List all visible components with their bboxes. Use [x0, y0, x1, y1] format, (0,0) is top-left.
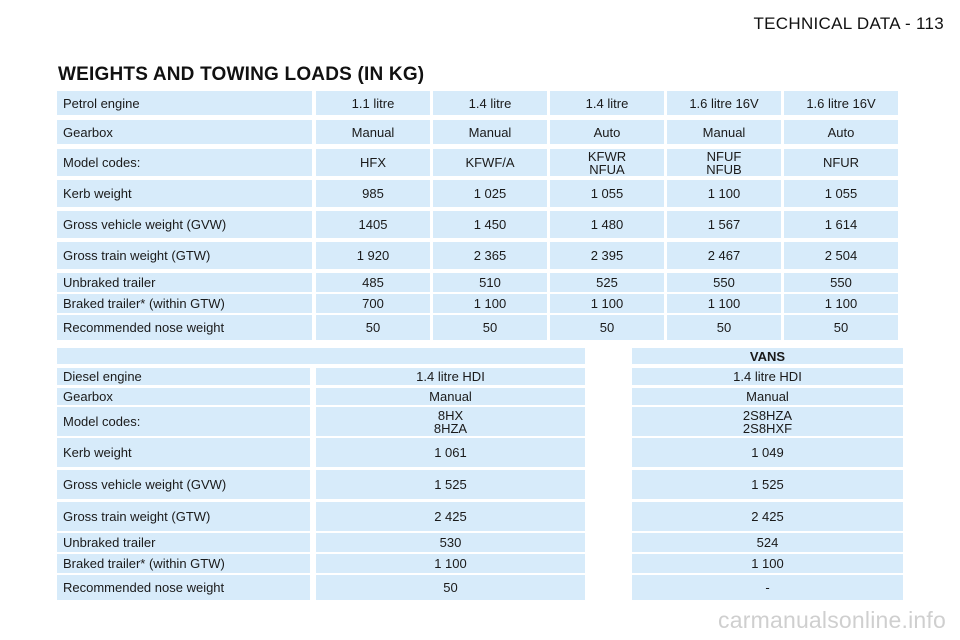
petrol-cell: 1.4 litre — [550, 91, 664, 115]
petrol-cell: 2 504 — [784, 242, 898, 269]
diesel-row-label: Gross vehicle weight (GVW) — [57, 470, 310, 499]
petrol-cell: 1 025 — [433, 180, 547, 207]
petrol-cell: 1 450 — [433, 211, 547, 238]
vans-header: VANS — [632, 348, 903, 364]
petrol-cell: NFUR — [784, 149, 898, 176]
diesel-cell: Manual — [316, 388, 585, 405]
petrol-cell: 2 467 — [667, 242, 781, 269]
petrol-cell: 1.6 litre 16V — [667, 91, 781, 115]
diesel-cell: 50 — [316, 575, 585, 600]
petrol-cell: 1 055 — [784, 180, 898, 207]
diesel-cell: 1 049 — [632, 438, 903, 467]
petrol-cell: Manual — [433, 120, 547, 144]
petrol-cell: 50 — [433, 315, 547, 340]
petrol-row-label: Model codes: — [57, 149, 312, 176]
petrol-cell: 1405 — [316, 211, 430, 238]
diesel-cell-line-1: 8HX — [437, 407, 464, 423]
diesel-cell: Manual — [632, 388, 903, 405]
diesel-row-label: Kerb weight — [57, 438, 310, 467]
petrol-cell-line-2: NFUA — [589, 161, 625, 177]
diesel-cell: 2S8HZA 2S8HXF — [632, 407, 903, 436]
petrol-cell: 1 920 — [316, 242, 430, 269]
petrol-cell: Auto — [550, 120, 664, 144]
petrol-cell: 1 100 — [433, 294, 547, 313]
diesel-row-label: Model codes: — [57, 407, 310, 436]
diesel-cell: 1 061 — [316, 438, 585, 467]
petrol-cell: 485 — [316, 273, 430, 292]
petrol-cell: KFWR NFUA — [550, 149, 664, 176]
petrol-cell: 1.6 litre 16V — [784, 91, 898, 115]
diesel-cell: 2 425 — [316, 502, 585, 531]
petrol-cell: 1 100 — [550, 294, 664, 313]
petrol-cell: KFWF/A — [433, 149, 547, 176]
diesel-row-label: Braked trailer* (within GTW) — [57, 554, 310, 573]
diesel-cell: 2 425 — [632, 502, 903, 531]
petrol-cell: 1 567 — [667, 211, 781, 238]
diesel-cell: - — [632, 575, 903, 600]
petrol-cell: 1 614 — [784, 211, 898, 238]
petrol-cell: 50 — [667, 315, 781, 340]
diesel-row-label: Unbraked trailer — [57, 533, 310, 552]
petrol-cell: 550 — [667, 273, 781, 292]
petrol-row-label: Recommended nose weight — [57, 315, 312, 340]
diesel-header-blank — [57, 348, 585, 364]
petrol-row-label: Gross train weight (GTW) — [57, 242, 312, 269]
diesel-cell-line-2: 8HZA — [433, 420, 468, 436]
petrol-cell: 1 100 — [667, 294, 781, 313]
petrol-cell: 1 055 — [550, 180, 664, 207]
petrol-cell: HFX — [316, 149, 430, 176]
petrol-cell: 1 100 — [667, 180, 781, 207]
petrol-row-label: Petrol engine — [57, 91, 312, 115]
diesel-cell: 1.4 litre HDI — [632, 368, 903, 385]
diesel-cell: 1 100 — [632, 554, 903, 573]
page-header: TECHNICAL DATA - 113 — [753, 14, 944, 33]
diesel-cell: 524 — [632, 533, 903, 552]
petrol-row-label: Braked trailer* (within GTW) — [57, 294, 312, 313]
petrol-cell: 550 — [784, 273, 898, 292]
diesel-row-label: Diesel engine — [57, 368, 310, 385]
petrol-cell: 510 — [433, 273, 547, 292]
petrol-cell: 985 — [316, 180, 430, 207]
petrol-row-label: Gearbox — [57, 120, 312, 144]
petrol-row-label: Kerb weight — [57, 180, 312, 207]
diesel-cell: 1 100 — [316, 554, 585, 573]
petrol-cell: 1 480 — [550, 211, 664, 238]
petrol-cell: NFUF NFUB — [667, 149, 781, 176]
page-title: WEIGHTS AND TOWING LOADS (IN KG) — [58, 64, 425, 85]
petrol-cell: 50 — [784, 315, 898, 340]
petrol-cell: 2 365 — [433, 242, 547, 269]
diesel-cell-line-1: 2S8HZA — [742, 407, 793, 423]
petrol-cell: Auto — [784, 120, 898, 144]
petrol-cell: 50 — [550, 315, 664, 340]
diesel-cell: 1 525 — [632, 470, 903, 499]
diesel-row-label: Gross train weight (GTW) — [57, 502, 310, 531]
petrol-cell: 1 100 — [784, 294, 898, 313]
diesel-cell-line-2: 2S8HXF — [742, 420, 793, 436]
diesel-cell: 8HX 8HZA — [316, 407, 585, 436]
petrol-cell-line-1: KFWR — [587, 148, 627, 164]
petrol-cell: 50 — [316, 315, 430, 340]
diesel-row-label: Gearbox — [57, 388, 310, 405]
diesel-cell: 1 525 — [316, 470, 585, 499]
petrol-cell: 2 395 — [550, 242, 664, 269]
petrol-cell: Manual — [316, 120, 430, 144]
watermark: carmanualsonline.info — [718, 607, 946, 633]
diesel-row-label: Recommended nose weight — [57, 575, 310, 600]
petrol-cell: Manual — [667, 120, 781, 144]
petrol-cell: 525 — [550, 273, 664, 292]
diesel-cell: 1.4 litre HDI — [316, 368, 585, 385]
petrol-cell: 700 — [316, 294, 430, 313]
petrol-row-label: Gross vehicle weight (GVW) — [57, 211, 312, 238]
petrol-cell: 1.1 litre — [316, 91, 430, 115]
petrol-cell-line-1: NFUF — [706, 148, 742, 164]
petrol-cell-line-2: NFUB — [706, 161, 742, 177]
petrol-cell: 1.4 litre — [433, 91, 547, 115]
petrol-row-label: Unbraked trailer — [57, 273, 312, 292]
diesel-cell: 530 — [316, 533, 585, 552]
